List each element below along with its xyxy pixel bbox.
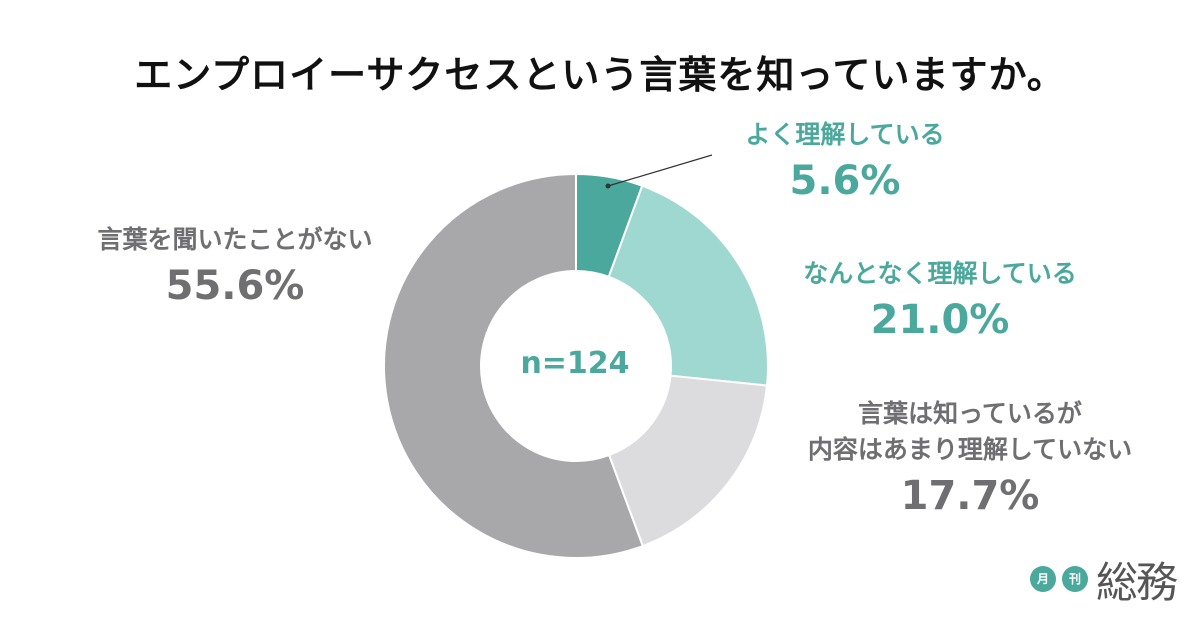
leader-line bbox=[607, 154, 713, 187]
slice-category-2-line1: 言葉は知っているが bbox=[858, 399, 1082, 428]
slice-label-0: よく理解している 5.6% bbox=[705, 117, 985, 209]
publisher-logo: 月 刊 総務 bbox=[1030, 556, 1190, 616]
donut-slice-3 bbox=[383, 172, 645, 559]
donut-slices bbox=[383, 172, 769, 559]
sample-size-label: n=124 bbox=[520, 346, 630, 381]
donut-slice-1 bbox=[607, 184, 769, 387]
slice-category-1: なんとなく理解している bbox=[803, 259, 1077, 288]
logo-name: 総務 bbox=[1096, 558, 1178, 607]
slice-category-0: よく理解している bbox=[745, 120, 945, 149]
slice-label-3: 言葉を聞いたことがない 55.6% bbox=[75, 222, 395, 314]
slice-category-3: 言葉を聞いたことがない bbox=[97, 225, 373, 254]
slice-label-2: 言葉は知っているが 内容はあまり理解していない 17.7% bbox=[760, 396, 1180, 524]
slice-value-2: 17.7% bbox=[900, 473, 1040, 519]
slice-category-2-line2: 内容はあまり理解していない bbox=[807, 435, 1133, 464]
slice-value-1: 21.0% bbox=[870, 297, 1010, 343]
slice-value-0: 5.6% bbox=[789, 158, 901, 204]
leader-dot bbox=[605, 183, 611, 189]
donut-slice-2 bbox=[607, 374, 769, 548]
slice-label-1: なんとなく理解している 21.0% bbox=[770, 256, 1110, 348]
logo-badge-issue: 刊 bbox=[1062, 566, 1088, 592]
slice-value-3: 55.6% bbox=[165, 263, 305, 309]
chart-title: エンプロイーサクセスという言葉を知っていますか。 bbox=[134, 53, 1066, 97]
logo-badge-month: 月 bbox=[1030, 566, 1056, 592]
